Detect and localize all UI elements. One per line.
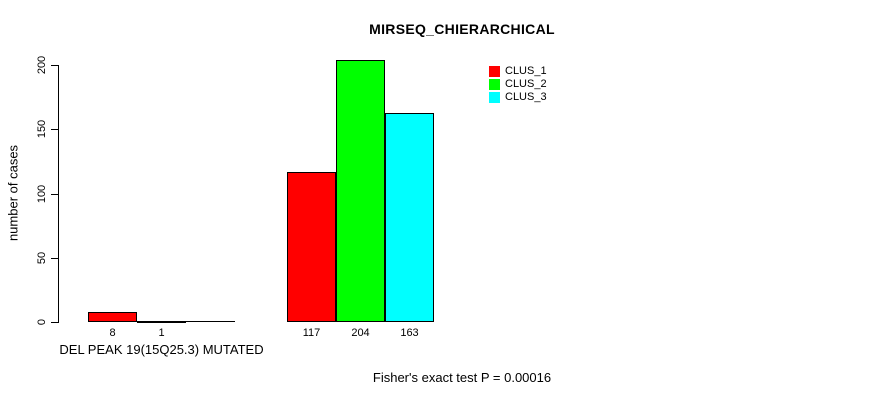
chart-title: MIRSEQ_CHIERARCHICAL (369, 21, 555, 37)
bar-value-label: 117 (302, 327, 321, 339)
bar (88, 312, 137, 322)
legend-item: CLUS_2 (489, 78, 547, 91)
legend-color-swatch (489, 92, 500, 103)
y-tick-mark (51, 258, 58, 259)
y-tick-mark (51, 129, 58, 130)
legend-item: CLUS_1 (489, 65, 547, 78)
bar-value-label: 204 (351, 327, 370, 339)
bar (336, 60, 385, 322)
y-tick-label: 100 (36, 184, 48, 204)
x-group-label: DEL PEAK 19(15Q25.3) MUTATED (59, 342, 264, 357)
legend-item-label: CLUS_1 (505, 65, 547, 77)
bar-value-label: 163 (400, 327, 419, 339)
bar (287, 172, 336, 322)
legend-item: CLUS_3 (489, 91, 547, 104)
legend-item-label: CLUS_3 (505, 91, 547, 103)
bar-value-label: 8 (109, 327, 116, 339)
bar (385, 113, 434, 322)
y-tick-label: 150 (36, 119, 48, 139)
legend: CLUS_1 CLUS_2 CLUS_3 (489, 65, 547, 104)
y-axis-label: number of cases (5, 144, 21, 242)
legend-color-swatch (489, 79, 500, 90)
y-tick-label: 200 (36, 55, 48, 75)
y-axis-line (58, 65, 59, 323)
y-tick-label: 50 (36, 251, 48, 265)
legend-color-swatch (489, 66, 500, 77)
y-tick-mark (51, 194, 58, 195)
y-tick-label: 0 (36, 318, 48, 326)
bar (137, 321, 186, 323)
y-tick-mark (51, 65, 58, 66)
y-tick-mark (51, 322, 58, 323)
footnote-text: Fisher's exact test P = 0.00016 (372, 370, 552, 385)
bar (186, 321, 235, 322)
legend-item-label: CLUS_2 (505, 78, 547, 90)
bar-value-label: 1 (158, 327, 165, 339)
